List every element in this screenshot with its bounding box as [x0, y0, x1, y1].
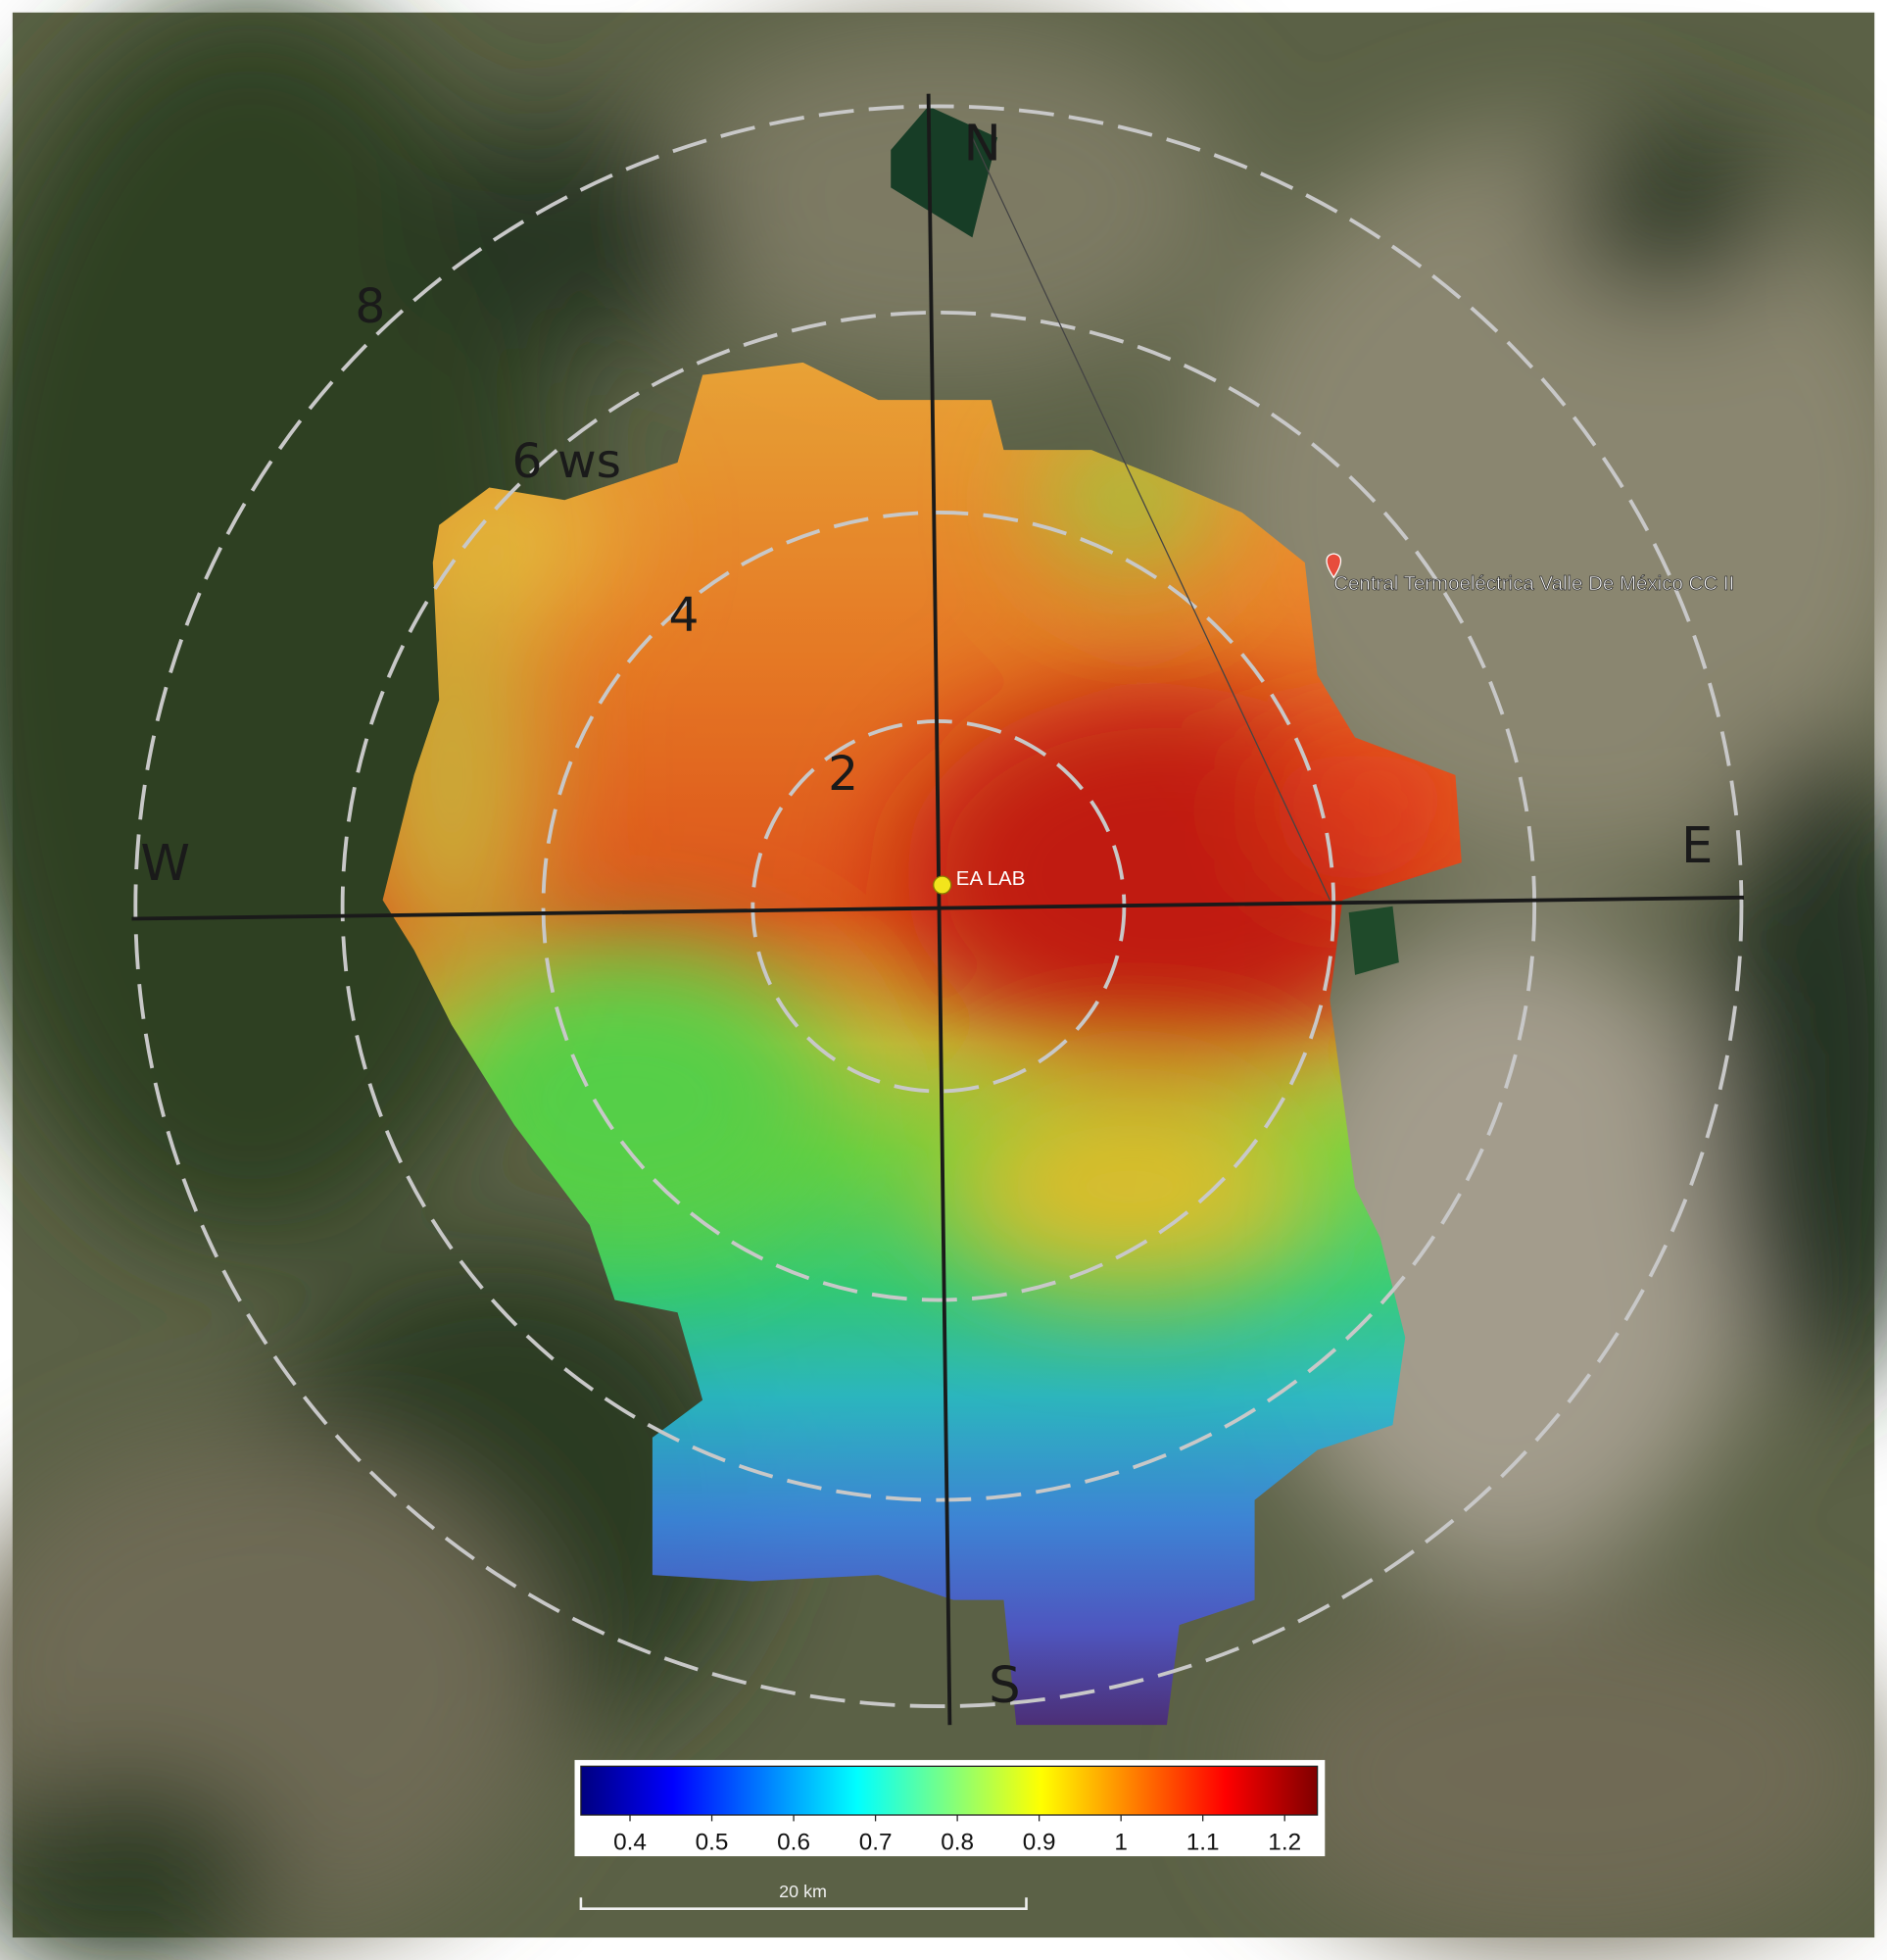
range-rings	[133, 104, 1744, 1708]
poi-marker: Central Termoeléctrica Valle De México C…	[1326, 553, 1735, 595]
scale-bar: 20 km	[579, 1882, 1028, 1910]
scale-label: 20 km	[779, 1882, 827, 1901]
colorbar: 0.4 0.5 0.6 0.7 0.8 0.9 1 1.1 1.2	[574, 1759, 1326, 1857]
site-marker: EA LAB	[933, 867, 1026, 895]
colorbar-tick-label: 0.8	[941, 1830, 974, 1856]
compass-south: S	[989, 1657, 1021, 1715]
colorbar-tick-label: 0.5	[696, 1830, 729, 1856]
colorbar-tick-label: 1	[1114, 1830, 1128, 1856]
ring-label: 6 ws	[511, 434, 621, 489]
colorbar-tick-label: 1.2	[1268, 1830, 1301, 1856]
site-label: EA LAB	[956, 867, 1026, 890]
compass-west: W	[140, 835, 190, 893]
ring-label: 8	[355, 279, 385, 334]
colorbar-tick-label: 1.1	[1186, 1830, 1220, 1856]
ring-label: 2	[828, 747, 858, 802]
compass-north: N	[963, 115, 1000, 172]
colorbar-tick-label: 0.4	[613, 1830, 647, 1856]
poi-label: Central Termoeléctrica Valle De México C…	[1333, 572, 1734, 595]
colorbar-tick-label: 0.7	[859, 1830, 893, 1856]
colorbar-tick-label: 0.9	[1023, 1830, 1056, 1856]
ring-label: 4	[669, 588, 700, 643]
compass-lines	[131, 93, 1745, 1726]
colorbar-tick-label: 0.6	[777, 1830, 810, 1856]
compass-east: E	[1681, 817, 1713, 875]
